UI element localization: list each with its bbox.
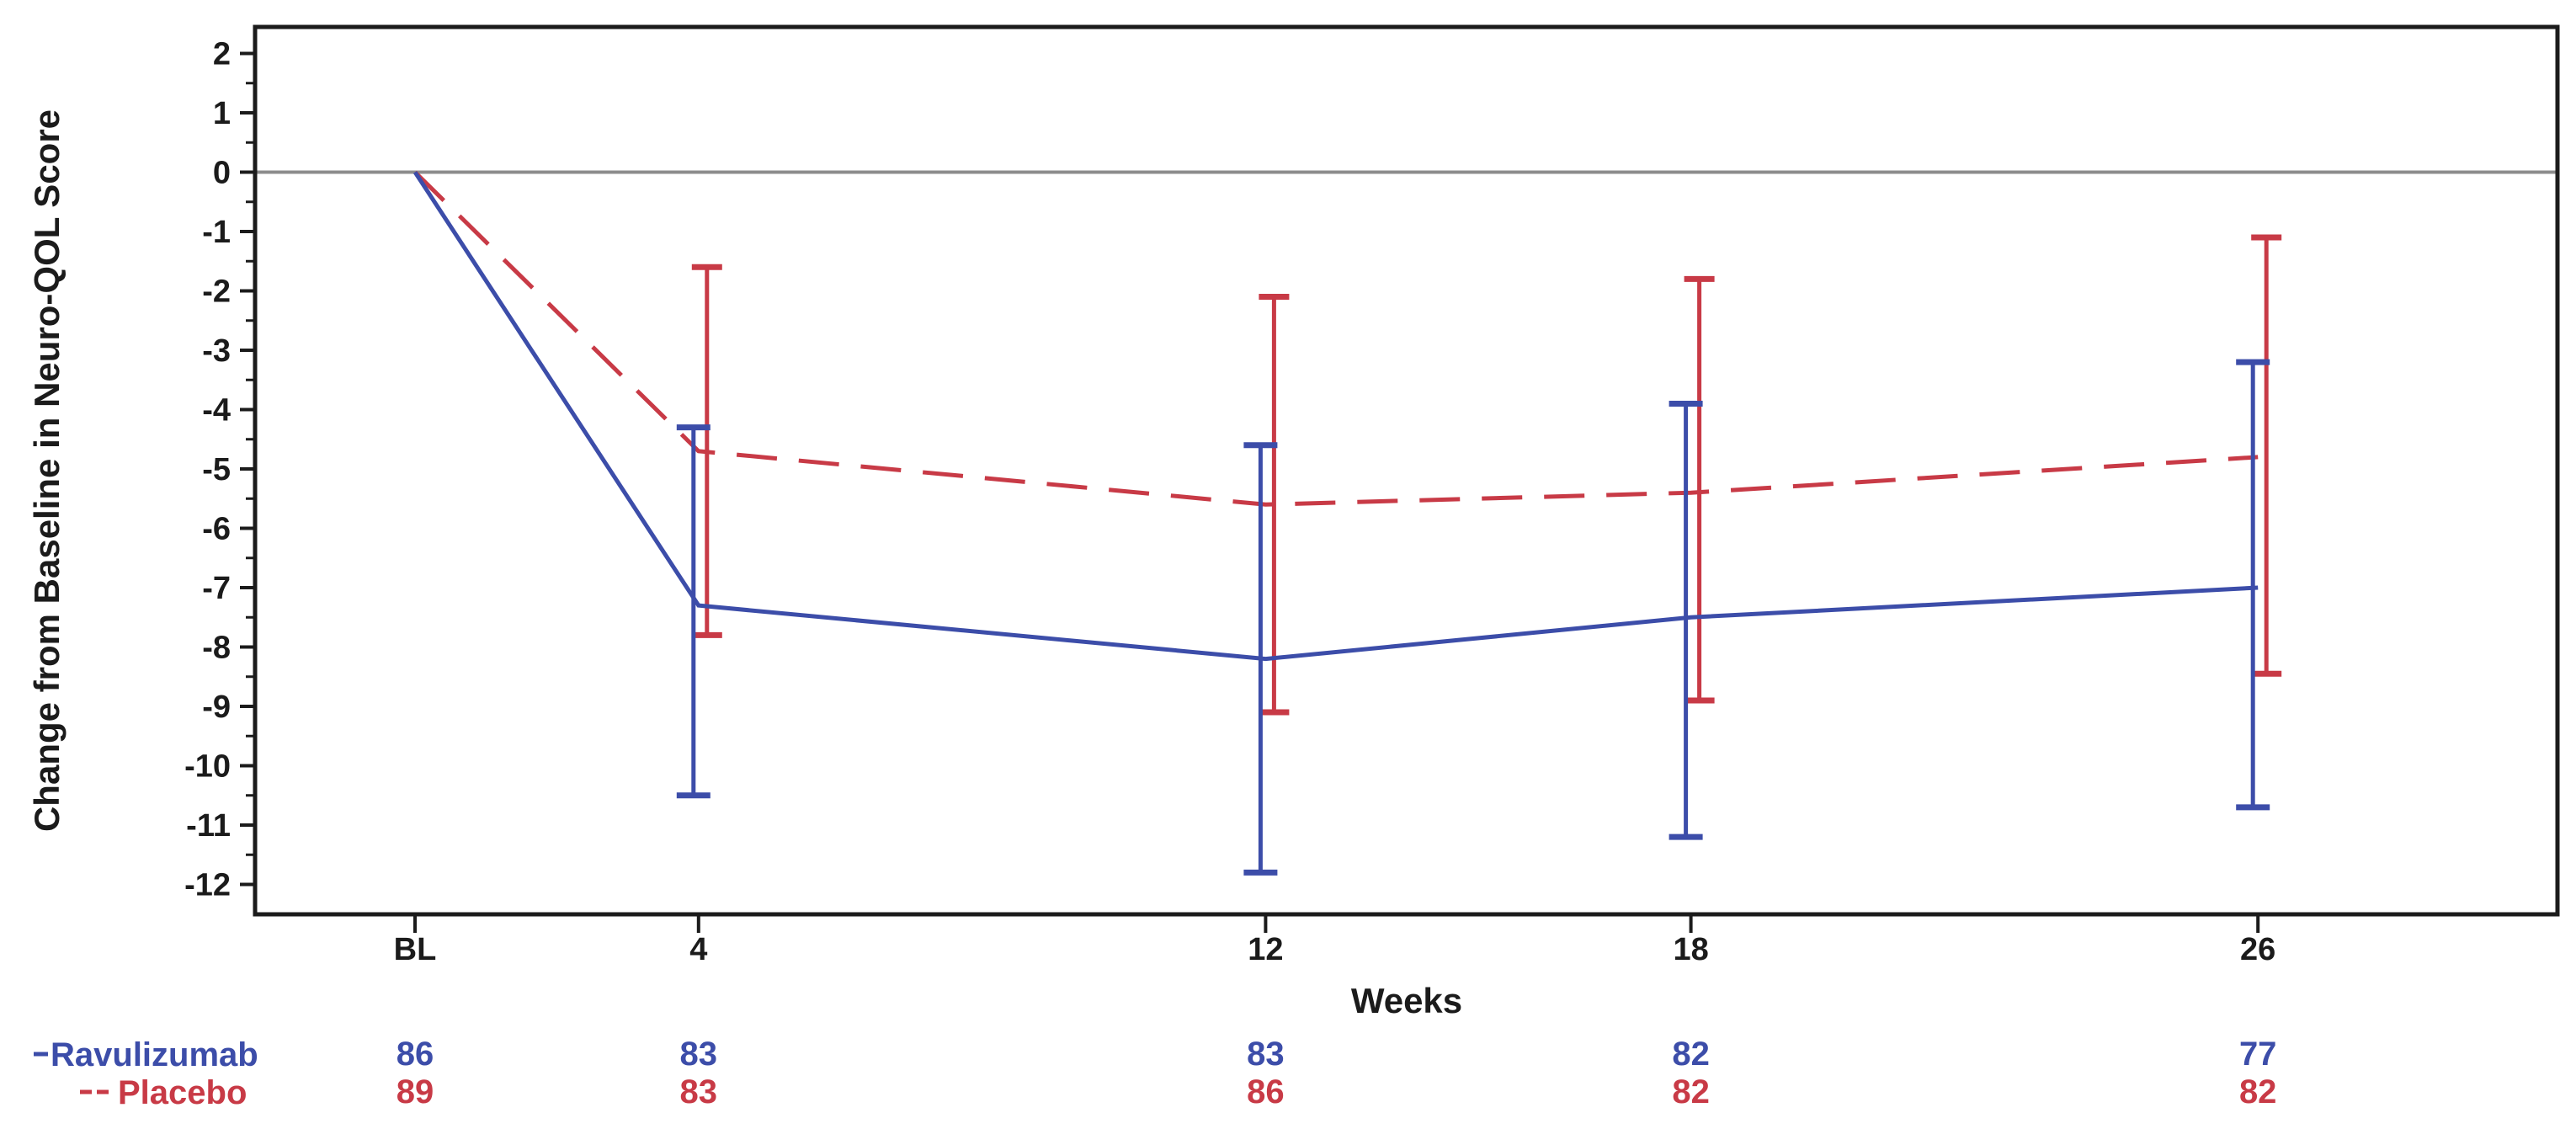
x-axis-title: Weeks	[1351, 981, 1462, 1020]
y-tick-label: -1	[202, 215, 231, 250]
n-value: 83	[680, 1036, 718, 1073]
x-tick-label: 12	[1248, 932, 1283, 967]
x-tick-label: 18	[1673, 932, 1708, 967]
n-value: 83	[680, 1073, 718, 1110]
plot-area: 2 1 0 -1 -2 -3 -4 -5 -6 -7 -8 -9 -10 -11 -12 BL 4 12 18 26	[184, 24, 2560, 967]
y-tick-label: 1	[213, 96, 231, 131]
y-tick-label: -5	[202, 452, 231, 487]
n-value: 86	[397, 1036, 434, 1073]
y-tick-label: -7	[202, 571, 231, 606]
y-tick-label: 0	[213, 156, 231, 191]
x-tick-label: 4	[689, 932, 707, 967]
n-value: 82	[2239, 1073, 2277, 1110]
y-tick-label: -2	[202, 274, 231, 310]
y-tick-label: 2	[213, 37, 231, 72]
x-tick-label: BL	[394, 932, 437, 967]
n-value: 77	[2239, 1036, 2277, 1073]
y-tick-label: -11	[186, 808, 231, 844]
x-tick-label: 26	[2240, 932, 2275, 967]
y-tick-label: -4	[202, 393, 231, 429]
y-tick-label: -6	[202, 512, 231, 547]
y-axis-title: Change from Baseline in Neuro-QOL Score	[27, 109, 67, 832]
y-tick-label: -3	[202, 333, 231, 369]
n-value: 82	[1672, 1036, 1710, 1073]
y-tick-label: -8	[202, 631, 231, 666]
y-tick-label: -9	[202, 690, 231, 725]
plot-frame	[253, 24, 2560, 917]
series-line-ravulizumab	[412, 171, 2259, 662]
n-value: 89	[397, 1073, 434, 1110]
y-tick-label: -12	[184, 868, 231, 903]
legend-label-placebo: Placebo	[118, 1074, 247, 1111]
n-value: 82	[1672, 1073, 1710, 1110]
n-value: 83	[1247, 1036, 1285, 1073]
n-value: 86	[1247, 1073, 1285, 1110]
legend-label-ravulizumab: Ravulizumab	[51, 1036, 258, 1073]
y-tick-label: -10	[184, 749, 231, 785]
series-line-placebo	[413, 170, 2259, 507]
